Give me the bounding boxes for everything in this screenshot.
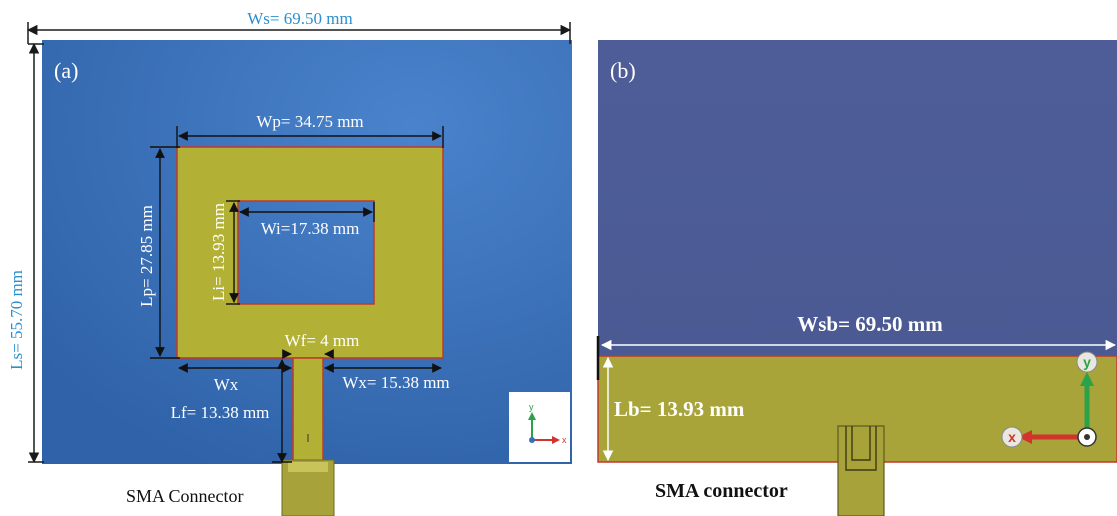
axis-x-label-b: x: [1008, 429, 1016, 445]
sma-connector-b: [837, 425, 885, 516]
feed-line: [292, 357, 324, 465]
ls-dimension-label: Ls= 55.70 mm: [7, 270, 26, 370]
panel-a-label: (a): [54, 58, 78, 83]
panel-b-label: (b): [610, 58, 636, 83]
axis-y-label-a: y: [529, 402, 534, 412]
li-dimension-label: Li= 13.93 mm: [209, 203, 228, 301]
lf-dimension-label: Lf= 13.38 mm: [171, 403, 270, 422]
substrate-back: [598, 40, 1117, 356]
lp-dimension-label: Lp= 27.85 mm: [137, 205, 156, 307]
axis-y-badge-b: [1076, 351, 1098, 373]
axis-y-label-b: y: [1083, 354, 1091, 370]
panel-b: (b) Wsb= 69.50 mm Lb= 13.93 mm SMA conne…: [596, 40, 1117, 516]
axis-indicator-a: y x: [509, 392, 570, 462]
panel-a: (a) Ws= 69.50 mm Ls= 55.70 mm SMA Connec…: [7, 9, 572, 516]
wsb-dimension-label: Wsb= 69.50 mm: [797, 312, 943, 336]
sma-caption-a: SMA Connector: [126, 486, 244, 506]
wx-left-label: Wx: [214, 375, 239, 394]
axis-x-badge-b: [1001, 426, 1023, 448]
axis-x-label-a: x: [562, 435, 567, 445]
wi-dimension-label: Wi=17.38 mm: [261, 219, 360, 238]
wp-dimension-label: Wp= 34.75 mm: [256, 112, 363, 131]
sma-caption-b: SMA connector: [655, 480, 788, 502]
axis-indicator-b: y x: [1001, 351, 1098, 448]
wf-dimension-label: Wf= 4 mm: [285, 331, 360, 350]
lb-dimension-label: Lb= 13.93 mm: [614, 397, 745, 421]
wx-right-label: Wx= 15.38 mm: [342, 373, 449, 392]
ws-dimension-label: Ws= 69.50 mm: [247, 9, 352, 28]
